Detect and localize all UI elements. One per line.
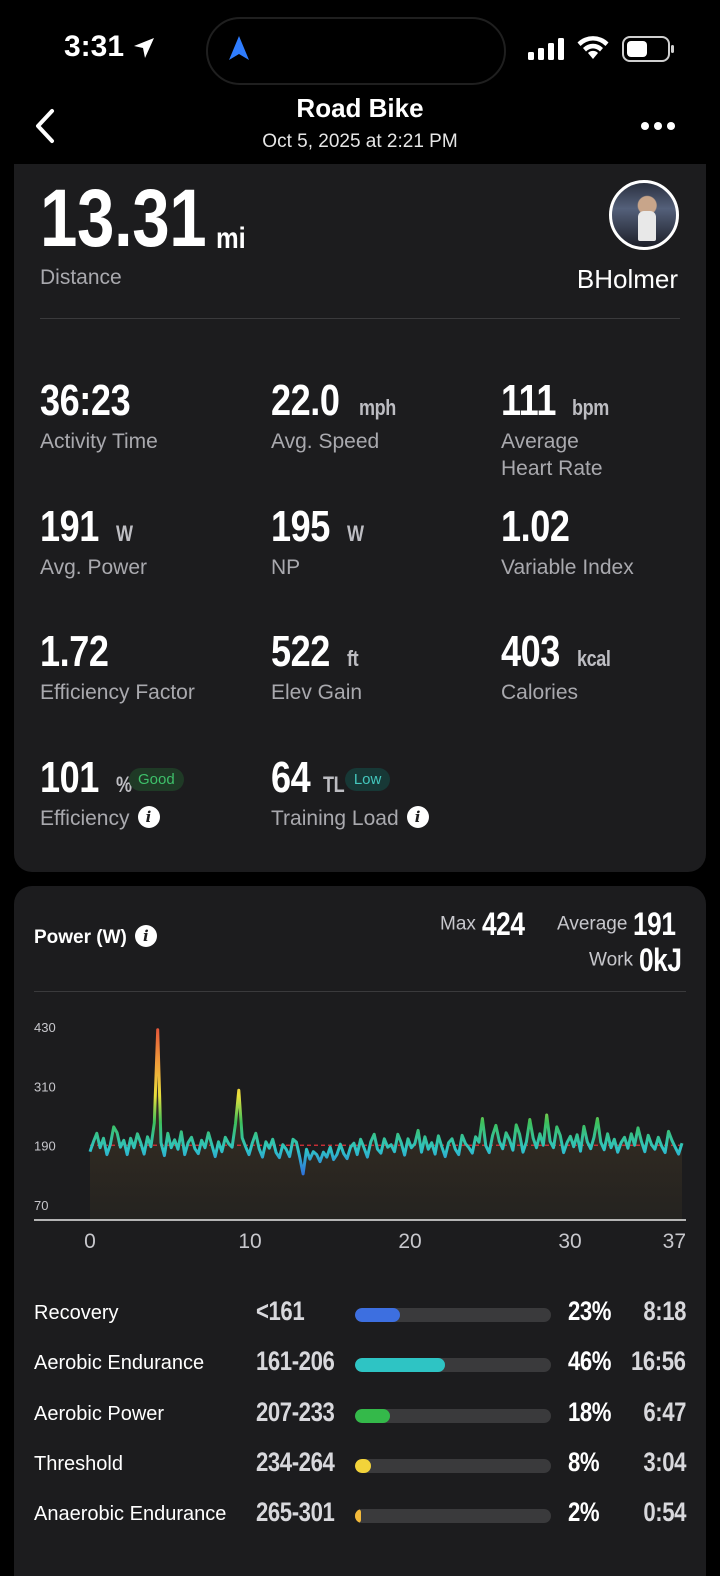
zone-range: 161-206 <box>256 1346 335 1377</box>
zone-percent: 8% <box>568 1446 600 1477</box>
power-divider <box>34 991 686 992</box>
power-max: Max 424 <box>440 906 525 942</box>
stat-np: 195 W NP <box>271 502 364 580</box>
zone-row: Recovery <161 23% 8:18 <box>0 1296 720 1330</box>
zone-row: Anaerobic Endurance 265-301 2% 0:54 <box>0 1497 720 1531</box>
zone-row: Aerobic Power 207-233 18% 6:47 <box>0 1397 720 1431</box>
y-tick-label: 70 <box>34 1198 48 1213</box>
navigation-arrow-icon <box>229 36 249 60</box>
zone-bar <box>355 1308 551 1322</box>
zone-row: Aerobic Endurance 161-206 46% 16:56 <box>0 1346 720 1380</box>
summary-divider <box>40 318 680 319</box>
zone-percent: 46% <box>568 1346 612 1377</box>
zone-name: Aerobic Endurance <box>34 1352 205 1375</box>
location-arrow-icon <box>134 38 154 58</box>
dynamic-island <box>206 17 506 85</box>
stat-efficiency: 101% Good Efficiency i <box>40 755 184 832</box>
zone-percent: 18% <box>568 1396 612 1427</box>
stat-variable-index: 1.02 Variable Index <box>501 502 634 580</box>
power-series-line <box>88 1028 684 1176</box>
stat-efficiency-factor: 1.72 Efficiency Factor <box>40 627 195 705</box>
power-area <box>90 1029 682 1220</box>
summary-card <box>14 164 706 872</box>
stat-elev-gain: 522 ft Elev Gain <box>271 627 363 705</box>
page-subtitle: Oct 5, 2025 at 2:21 PM <box>262 131 458 152</box>
distance-display: 13.31 mi <box>40 173 246 268</box>
zone-name: Threshold <box>34 1452 123 1475</box>
x-tick-label: 30 <box>558 1230 581 1253</box>
x-tick-label: 37 <box>663 1230 686 1253</box>
stat-training-load: 64 TL Low Training Load i <box>271 755 429 832</box>
stat-activity-time: 36:23 Activity Time <box>40 376 158 454</box>
avatar[interactable] <box>609 180 679 250</box>
x-tick-label: 20 <box>398 1230 421 1253</box>
stat-avg-speed: 22.0 mph Avg. Speed <box>271 376 396 454</box>
distance-value: 13.31 <box>40 173 207 264</box>
distance-unit: mi <box>216 222 246 255</box>
zone-range: 265-301 <box>256 1497 335 1528</box>
zone-name: Recovery <box>34 1302 119 1324</box>
zone-percent: 2% <box>568 1497 600 1528</box>
status-badge: Low <box>344 768 391 792</box>
power-title: Power (W) i <box>34 925 157 949</box>
zone-bar-fill <box>355 1358 446 1373</box>
power-work: Work 0kJ <box>589 942 682 978</box>
zone-range: <161 <box>256 1296 305 1326</box>
zone-bar <box>355 1408 551 1423</box>
y-tick-label: 430 <box>34 1020 56 1035</box>
cellular-signal-icon <box>528 38 564 60</box>
battery-icon <box>622 36 674 62</box>
info-icon[interactable]: i <box>134 925 157 947</box>
zone-row: Threshold 234-264 8% 3:04 <box>0 1447 720 1481</box>
zone-time: 16:56 <box>631 1346 686 1377</box>
back-chevron-icon[interactable] <box>30 108 60 144</box>
zone-bar-fill <box>355 1458 371 1473</box>
y-tick-label: 310 <box>34 1079 56 1094</box>
power-chart[interactable]: 430 310 190 70 0 10 20 30 37 <box>0 1000 720 1260</box>
zone-range: 207-233 <box>256 1396 335 1427</box>
zone-range: 234-264 <box>256 1446 335 1477</box>
zone-time: 6:47 <box>643 1396 686 1427</box>
zone-bar-fill <box>355 1308 401 1322</box>
wifi-icon <box>577 36 609 59</box>
zone-bar <box>355 1509 551 1524</box>
info-icon[interactable]: i <box>137 806 160 829</box>
zone-bar <box>355 1358 551 1373</box>
zone-time: 8:18 <box>643 1296 686 1326</box>
zone-bar-fill <box>355 1509 361 1524</box>
stat-calories: 403 kcal Calories <box>501 627 611 705</box>
zone-time: 3:04 <box>643 1446 686 1477</box>
zone-bar <box>355 1458 551 1473</box>
more-options-icon[interactable] <box>638 114 678 138</box>
status-time: 3:31 <box>64 30 125 63</box>
y-tick-label: 190 <box>34 1139 56 1154</box>
distance-label: Distance <box>40 266 122 289</box>
zone-name: Anaerobic Endurance <box>34 1503 227 1526</box>
zone-time: 0:54 <box>643 1497 686 1528</box>
zone-percent: 23% <box>568 1296 612 1326</box>
username: BHolmer <box>576 264 678 294</box>
page-title: Road Bike <box>296 93 424 123</box>
status-bar: 3:31 <box>0 0 720 96</box>
status-badge: Good <box>128 768 184 792</box>
info-icon[interactable]: i <box>406 806 429 829</box>
stat-avg-power: 191 W Avg. Power <box>40 502 147 580</box>
stat-avg-heart-rate: 111 bpm Average Heart Rate <box>501 376 609 481</box>
x-tick-label: 0 <box>84 1230 96 1253</box>
power-average: Average 191 <box>557 906 676 942</box>
x-tick-label: 10 <box>238 1230 261 1253</box>
zone-bar-fill <box>355 1408 391 1423</box>
zone-name: Aerobic Power <box>34 1402 165 1425</box>
